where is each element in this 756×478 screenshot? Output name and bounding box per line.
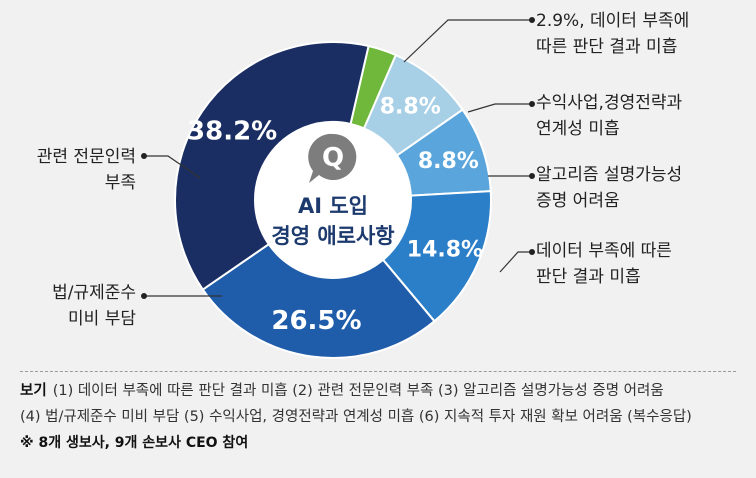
leader-dot-1 (529, 17, 535, 23)
center-title-line1: AI 도입 (298, 194, 368, 218)
leader-dot-4 (529, 249, 535, 255)
legend-line-1: (1) 데이터 부족에 따른 판단 결과 미흡 (2) 관련 전문인력 부족 (… (52, 383, 664, 399)
center-title-line2: 경영 애로사항 (271, 224, 394, 248)
legend-note: ※ 8개 생보사, 9개 손보사 CEO 참여 (20, 435, 249, 451)
slice-label-2-line-1: 수익사업,경영전략과 (536, 93, 683, 113)
leader-dot-2 (529, 101, 535, 107)
legend-row-2: (4) 법/규제준수 미비 부담 (5) 수익사업, 경영전략과 연계성 미흡 … (20, 404, 750, 430)
slice-value-6: 38.2% (187, 116, 277, 146)
slice-label-4-line-2: 판단 결과 미흡 (536, 267, 641, 287)
legend-key: 보기 (20, 383, 47, 399)
leader-line-2 (467, 103, 532, 113)
slice-value-4: 14.8% (407, 238, 483, 263)
slice-label-2-line-2: 연계성 미흡 (536, 119, 620, 139)
slice-value-2: 8.8% (380, 95, 441, 120)
leader-dot-5 (141, 293, 147, 299)
q-icon-letter: Q (322, 143, 344, 173)
slice-label-3-line-1: 알고리즘 설명가능성 (536, 165, 682, 185)
leader-line-1 (403, 19, 532, 63)
slice-label-5-line-1: 법/규제준수 (52, 283, 136, 303)
slice-label-3-line-2: 증명 어려움 (536, 191, 620, 211)
donut-chart: 8.8% 8.8% 14.8% 26.5% 38.2% 2.9%, 데이터 부족에따른 … (37, 11, 689, 359)
leader-line-4 (499, 251, 532, 273)
slice-label-1-line-2: 따른 판단 결과 미흡 (536, 37, 677, 57)
slice-label-5-line-2: 미비 부담 (68, 309, 136, 329)
q-icon: Q (308, 133, 357, 183)
slice-value-5: 26.5% (271, 306, 361, 336)
slice-value-3: 8.8% (418, 149, 479, 174)
legend-divider (20, 371, 736, 372)
slice-label-1-line-1: 2.9%, 데이터 부족에 (536, 11, 689, 31)
slice-label-4-line-1: 데이터 부족에 따른 (536, 241, 672, 261)
leader-dot-3 (529, 173, 535, 179)
leader-dot-6 (141, 153, 147, 159)
legend-row-1: 보기 (1) 데이터 부족에 따른 판단 결과 미흡 (2) 관련 전문인력 부족… (20, 378, 750, 404)
legend-line-2: (4) 법/규제준수 미비 부담 (5) 수익사업, 경영전략과 연계성 미흡 … (20, 409, 692, 425)
donut-hole (255, 122, 411, 278)
legend-block: 보기 (1) 데이터 부족에 따른 판단 결과 미흡 (2) 관련 전문인력 부족… (20, 378, 750, 456)
slice-label-6-line-1: 관련 전문인력 (37, 147, 136, 167)
leader-line-6 (144, 155, 201, 179)
slice-label-6-line-2: 부족 (105, 173, 136, 193)
